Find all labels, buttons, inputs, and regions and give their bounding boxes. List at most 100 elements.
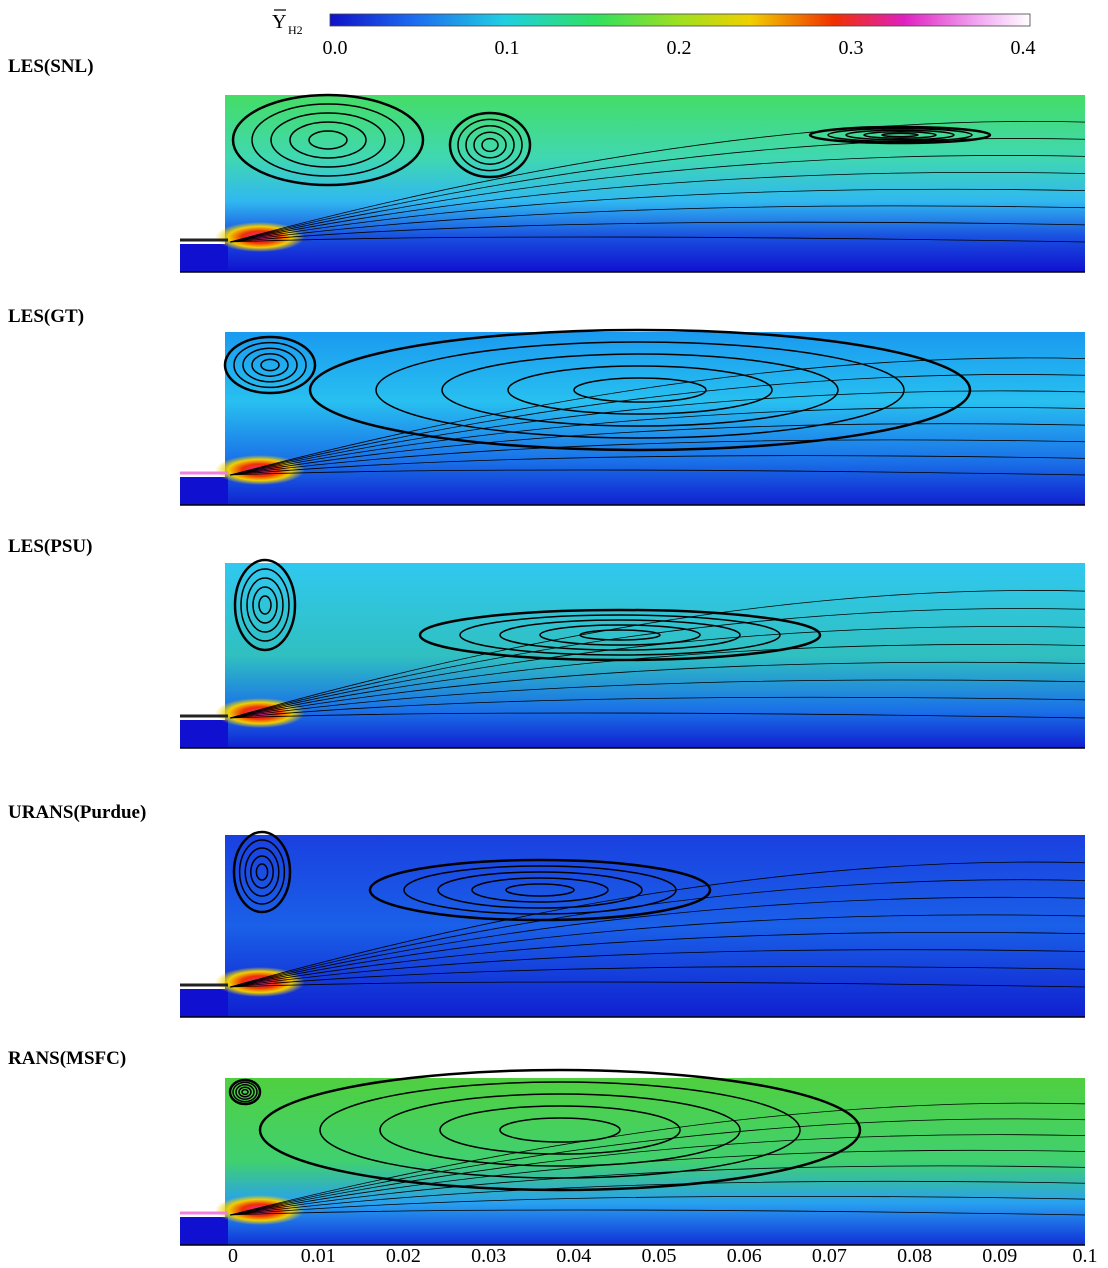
streamline	[229, 357, 1086, 476]
panel-label: LES(PSU)	[8, 536, 92, 557]
streamline	[441, 353, 839, 427]
streamline	[229, 406, 1086, 476]
streamline	[229, 469, 1086, 476]
field	[225, 563, 1085, 748]
streamline	[229, 1209, 1086, 1216]
streamline	[229, 966, 1086, 988]
streamline	[507, 365, 773, 415]
panel-label: LES(GT)	[8, 306, 84, 327]
streamline	[229, 608, 1086, 719]
streamline	[229, 188, 1086, 243]
streamline	[238, 839, 286, 905]
colorbar-subscript: H2	[288, 23, 303, 37]
streamline	[251, 353, 289, 377]
x-tick-label: 0.03	[471, 1245, 506, 1267]
colorbar-tick-label: 0.0	[323, 37, 348, 59]
streamline	[270, 112, 386, 168]
streamline	[229, 679, 1086, 719]
colorbar	[329, 13, 1031, 27]
streamline	[448, 111, 532, 179]
streamline	[229, 914, 1086, 988]
streamline	[229, 121, 1086, 243]
streamline	[229, 861, 1086, 988]
streamline	[233, 341, 307, 389]
streamline	[505, 883, 575, 897]
streamline	[229, 374, 1086, 476]
streamline	[229, 138, 1086, 243]
colorbar-tick-label: 0.3	[839, 37, 864, 59]
streamline	[252, 586, 278, 624]
streamline	[308, 328, 972, 452]
streamline	[481, 137, 499, 153]
streamline	[229, 879, 1086, 988]
streamline	[845, 129, 955, 141]
streamline	[229, 661, 1086, 719]
streamline	[573, 377, 707, 403]
streamline	[258, 595, 272, 615]
streamline	[255, 863, 269, 881]
x-tick-label: 0.05	[642, 1245, 677, 1267]
streamline	[229, 236, 1086, 243]
x-tick-label: 0.06	[727, 1245, 762, 1267]
streamline	[499, 1117, 621, 1143]
streamline	[250, 855, 274, 889]
streamline	[229, 626, 1086, 719]
streamline	[244, 847, 280, 897]
streamline	[465, 125, 515, 165]
streamline	[539, 624, 701, 646]
field	[225, 95, 1085, 272]
streamline	[229, 712, 1086, 719]
streamline	[379, 1093, 741, 1167]
streamline	[229, 1195, 1086, 1216]
streamline	[229, 981, 1086, 988]
streamline	[229, 390, 1086, 476]
streamline	[232, 1081, 258, 1103]
streamline	[242, 347, 298, 383]
streamline	[437, 871, 643, 909]
streamline	[231, 93, 425, 187]
streamline	[223, 335, 317, 395]
streamline	[308, 130, 348, 150]
x-tick-label: 0.09	[982, 1245, 1017, 1267]
streamline	[229, 1102, 1086, 1216]
streamline	[228, 1078, 262, 1106]
streamline	[808, 125, 992, 145]
streamline	[457, 118, 523, 172]
field	[225, 835, 1085, 1017]
streamline	[375, 341, 905, 439]
streamline	[827, 127, 973, 143]
streamline	[229, 439, 1086, 476]
streamline	[499, 619, 741, 651]
streamline	[229, 221, 1086, 243]
colorbar-tick-label: 0.4	[1011, 37, 1036, 59]
colorbar-symbol: Y	[272, 11, 286, 33]
streamline	[241, 1088, 249, 1096]
streamline	[863, 131, 937, 139]
streamline	[229, 1118, 1086, 1216]
streamline	[881, 132, 919, 138]
streamline	[439, 1105, 681, 1155]
streamline	[229, 896, 1086, 988]
x-tick-label: 0.08	[897, 1245, 932, 1267]
streamline	[289, 121, 367, 159]
panel-label: LES(SNL)	[8, 56, 94, 77]
colorbar-tick-label: 0.1	[495, 37, 520, 59]
streamline	[229, 644, 1086, 719]
x-tick-label: 0.07	[812, 1245, 847, 1267]
streamline	[471, 877, 609, 903]
streamline	[229, 1149, 1086, 1216]
streamline	[229, 949, 1086, 988]
x-tick-label: 0.01	[301, 1245, 336, 1267]
streamline	[260, 358, 280, 372]
streamline	[229, 1134, 1086, 1216]
streamline	[473, 131, 507, 159]
streamline	[229, 171, 1086, 243]
streamline	[229, 1165, 1086, 1216]
streamline	[246, 577, 284, 633]
streamline	[258, 1068, 862, 1192]
x-tick-label: 0	[228, 1245, 238, 1267]
panel-label: URANS(Purdue)	[8, 802, 146, 823]
colorbar-tick-label: 0.2	[667, 37, 692, 59]
